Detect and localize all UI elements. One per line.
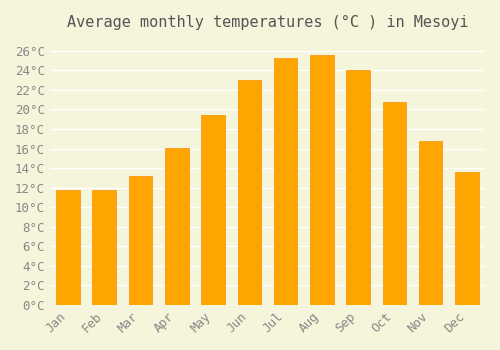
Bar [274, 57, 297, 305]
Bar [419, 141, 442, 305]
Bar [346, 70, 370, 305]
Bar [165, 148, 188, 305]
Bar [92, 190, 116, 305]
Title: Average monthly temperatures (°C ) in Mesoyi: Average monthly temperatures (°C ) in Me… [66, 15, 468, 30]
Bar [202, 115, 225, 305]
Bar [382, 102, 406, 305]
Bar [455, 172, 478, 305]
Bar [128, 176, 152, 305]
Bar [310, 55, 334, 305]
Bar [238, 80, 261, 305]
Bar [56, 190, 80, 305]
